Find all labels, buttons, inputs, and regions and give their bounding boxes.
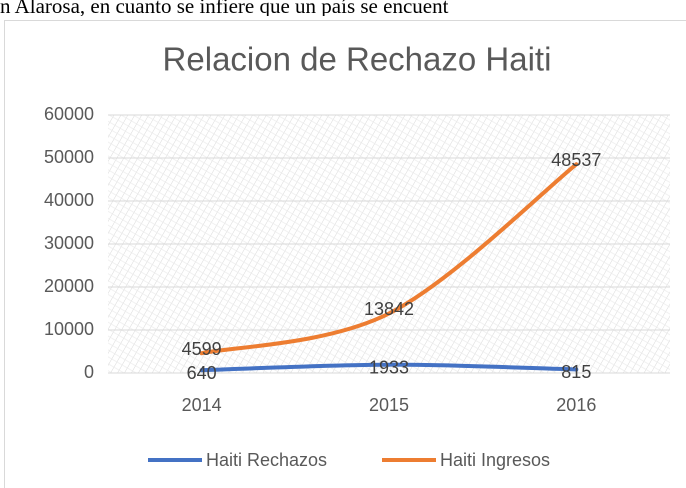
- y-tick-label: 30000: [44, 233, 94, 253]
- page-text: n Alarosa, en cuanto se infiere que un p…: [0, 0, 449, 16]
- y-tick-label: 40000: [44, 190, 94, 210]
- data-label: 4599: [182, 339, 222, 359]
- y-tick-label: 10000: [44, 319, 94, 339]
- data-label: 13842: [364, 299, 414, 319]
- y-tick-label: 20000: [44, 276, 94, 296]
- x-tick-label: 2016: [556, 395, 596, 415]
- data-label: 815: [561, 362, 591, 382]
- y-tick-label: 50000: [44, 147, 94, 167]
- data-label: 48537: [551, 150, 601, 170]
- data-label: 640: [187, 363, 217, 383]
- y-tick-label: 0: [84, 362, 94, 382]
- x-tick-label: 2015: [369, 395, 409, 415]
- series-line: [199, 162, 579, 356]
- chart-title: Relacion de Rechazo Haiti: [163, 41, 552, 78]
- legend-label: Haiti Rechazos: [206, 450, 327, 470]
- y-tick-label: 60000: [44, 104, 94, 124]
- x-tick-label: 2014: [182, 395, 222, 415]
- legend-label: Haiti Ingresos: [440, 450, 550, 470]
- data-label: 1933: [369, 357, 409, 377]
- series-line: [199, 362, 579, 373]
